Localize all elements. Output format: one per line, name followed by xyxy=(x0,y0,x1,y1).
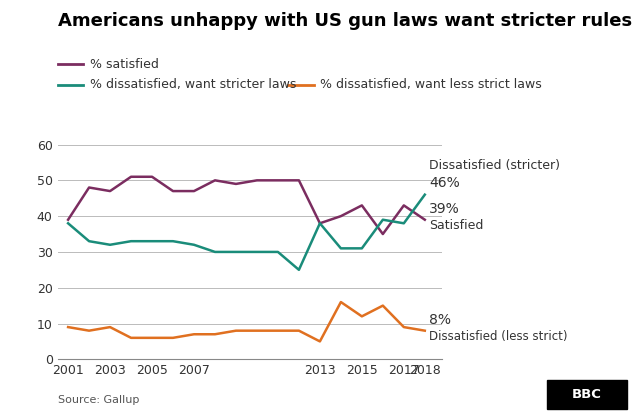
Text: Americans unhappy with US gun laws want stricter rules: Americans unhappy with US gun laws want … xyxy=(58,12,632,31)
Text: % dissatisfied, want less strict laws: % dissatisfied, want less strict laws xyxy=(320,78,541,91)
Text: % dissatisfied, want stricter laws: % dissatisfied, want stricter laws xyxy=(90,78,296,91)
Text: Dissatisfied (less strict): Dissatisfied (less strict) xyxy=(429,330,568,343)
Text: 46%: 46% xyxy=(429,176,460,190)
Text: % satisfied: % satisfied xyxy=(90,57,159,71)
Text: Satisfied: Satisfied xyxy=(429,219,483,232)
Text: Dissatisfied (stricter): Dissatisfied (stricter) xyxy=(429,159,560,173)
Text: Source: Gallup: Source: Gallup xyxy=(58,395,139,405)
Text: BBC: BBC xyxy=(572,388,602,401)
Text: 8%: 8% xyxy=(429,313,451,327)
Text: 39%: 39% xyxy=(429,202,460,216)
